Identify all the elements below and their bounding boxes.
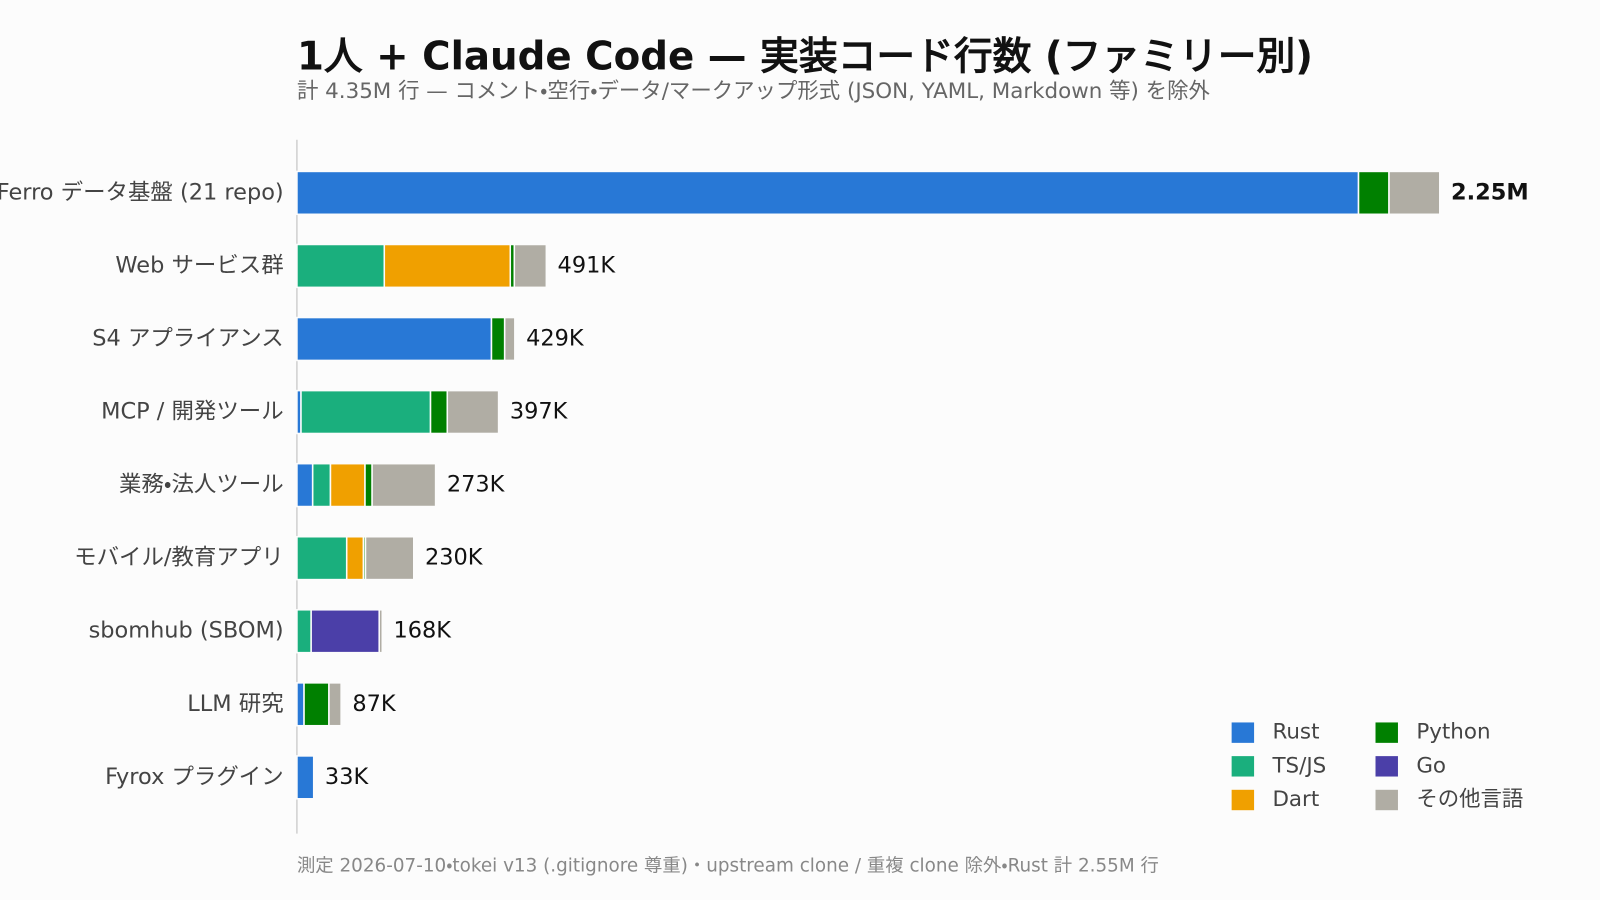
total-label: 168K: [393, 618, 452, 644]
legend-label: Python: [1416, 720, 1490, 745]
bar-segment: [364, 462, 373, 508]
category-label: Fyrox プラグイン: [105, 764, 284, 790]
category-label: モバイル/教育アプリ: [74, 545, 284, 571]
legend-swatch: [1231, 789, 1255, 811]
bar-segment: [296, 316, 493, 362]
chart-subtitle: 計 4.35M 行 — コメント・空行・データ/マークアップ形式 (JSON, …: [297, 79, 1211, 104]
total-label: 33K: [325, 764, 370, 790]
bar-segment: [296, 462, 314, 508]
bar-segment: [329, 462, 366, 508]
bar-segment: [503, 316, 516, 362]
bar-segment: [311, 462, 332, 508]
legend-swatch: [1231, 722, 1255, 743]
bar-segment: [310, 609, 380, 654]
bar-segment: [345, 535, 365, 581]
total-label: 491K: [558, 252, 617, 278]
bar-segment: [513, 243, 548, 289]
bar-segment: [1357, 170, 1390, 216]
bar-segment: [303, 682, 330, 727]
bar-segment: [296, 609, 312, 654]
bar-segment: [383, 243, 512, 289]
bar-segment: [328, 682, 342, 727]
total-label: 87K: [352, 691, 397, 717]
legend-label: TS/JS: [1271, 753, 1326, 778]
category-label: LLM 研究: [187, 691, 283, 717]
legend-swatch: [1375, 722, 1398, 743]
bar-segment: [446, 389, 500, 435]
total-label: 273K: [447, 472, 506, 498]
bar-segment: [296, 535, 348, 581]
bar-segment: [296, 243, 386, 289]
bar-segment: [429, 389, 449, 435]
bar-segment: [364, 535, 415, 581]
category-label: MCP / 開発ツール: [101, 399, 284, 425]
category-label: Ferro データ基盤 (21 repo): [0, 179, 284, 205]
bar-segment: [296, 170, 1360, 216]
category-label: 業務・法人ツール: [119, 472, 284, 498]
legend-swatch: [1375, 789, 1398, 811]
total-label: 2.25M: [1451, 179, 1529, 205]
bar-segment: [296, 755, 315, 800]
total-label: 429K: [526, 325, 585, 351]
bar-segment: [490, 316, 506, 362]
total-label: 397K: [510, 399, 569, 425]
legend-label: その他言語: [1416, 787, 1523, 812]
legend-label: Go: [1416, 753, 1446, 778]
bar-segment: [296, 682, 305, 727]
bar-segment: [371, 462, 437, 508]
footer: 測定 2026-07-10・tokei v13 (.gitignore 尊重)・…: [297, 855, 1159, 876]
bar-segment: [1388, 170, 1441, 216]
chart-title: 1人 + Claude Code — 実装コード行数 (ファミリー別): [297, 35, 1313, 80]
bar-segment: [378, 609, 384, 654]
legend-swatch: [1375, 756, 1398, 777]
category-label: Web サービス群: [115, 252, 283, 278]
bar-segment: [300, 389, 432, 435]
legend-label: Rust: [1272, 720, 1319, 745]
category-label: sbomhub (SBOM): [89, 618, 284, 644]
legend-label: Dart: [1272, 787, 1319, 812]
legend-swatch: [1231, 756, 1255, 777]
total-label: 230K: [425, 545, 484, 571]
category-label: S4 アプライアンス: [92, 325, 283, 351]
